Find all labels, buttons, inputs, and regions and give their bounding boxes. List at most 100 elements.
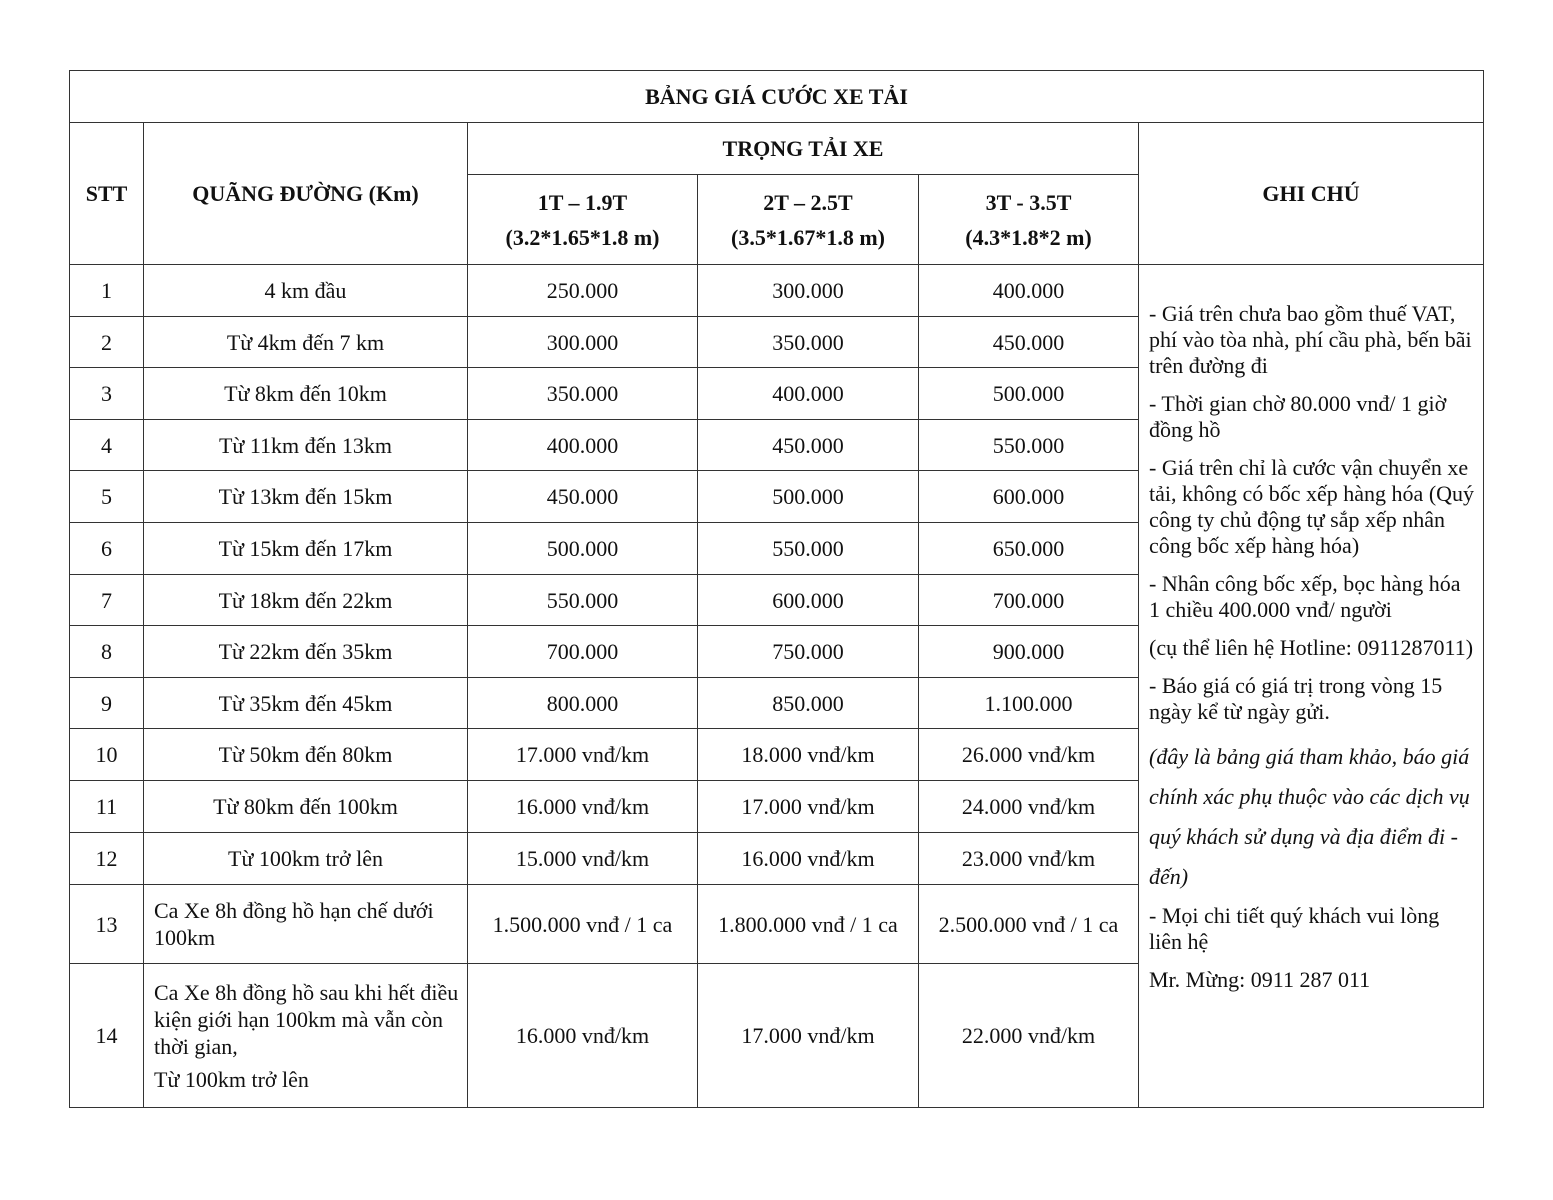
table-row: 6 Từ 15km đến 17km 500.000 550.000 650.000: [69, 522, 1484, 575]
note-item: - Giá trên chưa bao gồm thuế VAT, phí và…: [1149, 301, 1472, 378]
header-capacity: TRỌNG TẢI XE: [467, 122, 1139, 175]
price-cell: 550.000: [697, 522, 919, 575]
table-row: 13 Ca Xe 8h đồng hồ hạn chế dưới 100km 1.5…: [69, 884, 1484, 964]
price-cell: 500.000: [918, 367, 1139, 420]
price-cell: 650.000: [918, 522, 1139, 575]
price-cell: 550.000: [467, 574, 698, 626]
stt-cell: 11: [69, 780, 144, 833]
distance-cell: 4 km đầu: [143, 264, 468, 317]
table-row: 14 Ca Xe 8h đồng hồ sau khi hết điều kiện…: [69, 963, 1484, 1108]
table-row: 8 Từ 22km đến 35km 700.000 750.000 900.000: [69, 625, 1484, 678]
price-cell: 400.000: [918, 264, 1139, 317]
distance-cell: Từ 18km đến 22km: [143, 574, 468, 626]
price-cell: 850.000: [697, 677, 919, 729]
price-cell: 350.000: [697, 316, 919, 368]
distance-cell: Từ 15km đến 17km: [143, 522, 468, 575]
truck-load: 1T – 1.9T: [537, 189, 628, 215]
price-cell: 17.000 vnđ/km: [697, 780, 919, 833]
truck-size: (4.3*1.8*2 m): [965, 224, 1092, 250]
price-cell: 600.000: [697, 574, 919, 626]
price-cell: 16.000 vnđ/km: [697, 832, 919, 885]
price-cell: 17.000 vnđ/km: [467, 728, 698, 781]
price-cell: 700.000: [918, 574, 1139, 626]
price-cell: 350.000: [467, 367, 698, 420]
price-table: BẢNG GIÁ CƯỚC XE TẢI STT QUÃNG ĐƯỜNG (Km…: [69, 70, 1484, 1108]
distance-text: Từ 15km đến 17km: [218, 536, 393, 561]
notes-cell: - Giá trên chưa bao gồm thuế VAT, phí và…: [1138, 264, 1484, 1108]
distance-text: Từ 100km trở lên: [228, 846, 383, 871]
note-item: Mr. Mừng: 0911 287 011: [1149, 967, 1371, 992]
header-truck-1: 1T – 1.9T (3.2*1.65*1.8 m): [467, 174, 698, 265]
price-cell: 22.000 vnđ/km: [918, 963, 1139, 1108]
distance-cell: Ca Xe 8h đồng hồ sau khi hết điều kiện g…: [143, 963, 468, 1108]
header-distance: QUÃNG ĐƯỜNG (Km): [143, 122, 468, 265]
price-cell: 750.000: [697, 625, 919, 678]
price-cell: 18.000 vnđ/km: [697, 728, 919, 781]
table-row: 11 Từ 80km đến 100km 16.000 vnđ/km 17.000 v…: [69, 780, 1484, 833]
price-cell: 1.800.000 vnđ / 1 ca: [697, 884, 919, 964]
distance-cell: Từ 4km đến 7 km: [143, 316, 468, 368]
price-cell: 15.000 vnđ/km: [467, 832, 698, 885]
distance-text: Ca Xe 8h đồng hồ hạn chế dưới 100km: [154, 898, 434, 950]
price-cell: 600.000: [918, 470, 1139, 523]
distance-text: Từ 35km đến 45km: [218, 690, 393, 716]
distance-text: Ca Xe 8h đồng hồ sau khi hết điều kiện g…: [154, 979, 459, 1059]
distance-text: Từ 80km đến 100km: [213, 794, 398, 819]
price-cell: 550.000: [918, 419, 1139, 471]
price-cell: 700.000: [467, 625, 698, 678]
table-row: 12 Từ 100km trở lên 15.000 vnđ/km 16.000 vn…: [69, 832, 1484, 885]
distance-extra: Từ 100km trở lên: [154, 1066, 309, 1092]
price-cell: 24.000 vnđ/km: [918, 780, 1139, 833]
price-cell: 400.000: [467, 419, 698, 471]
header-notes: GHI CHÚ: [1138, 122, 1484, 265]
price-cell: 400.000: [697, 367, 919, 420]
distance-text: 4 km đầu: [264, 278, 347, 303]
price-cell: 16.000 vnđ/km: [467, 963, 698, 1108]
note-item: (đây là bảng giá tham khảo, báo giá chín…: [1149, 744, 1470, 889]
stt-cell: 9: [69, 677, 144, 729]
price-cell: 2.500.000 vnđ / 1 ca: [918, 884, 1139, 964]
table-row: 9 Từ 35km đến 45km 800.000 850.000 1.100.000: [69, 677, 1484, 729]
distance-cell: Từ 100km trở lên: [143, 832, 468, 885]
stt-cell: 1: [69, 264, 144, 317]
price-cell: 1.500.000 vnđ / 1 ca: [467, 884, 698, 964]
price-cell: 16.000 vnđ/km: [467, 780, 698, 833]
truck-load: 3T - 3.5T: [985, 189, 1072, 215]
note-item: - Mọi chi tiết quý khách vui lòng liên h…: [1149, 903, 1440, 954]
distance-text: Từ 13km đến 15km: [218, 484, 393, 509]
distance-cell: Từ 8km đến 10km: [143, 367, 468, 420]
truck-size: (3.5*1.67*1.8 m): [731, 224, 885, 250]
note-item: - Nhân công bốc xếp, bọc hàng hóa 1 chiề…: [1149, 571, 1461, 622]
stt-cell: 12: [69, 832, 144, 885]
stt-cell: 13: [69, 884, 144, 964]
stt-cell: 7: [69, 574, 144, 626]
table-row: 2 Từ 4km đến 7 km 300.000 350.000 450.000: [69, 316, 1484, 368]
stt-cell: 2: [69, 316, 144, 368]
distance-cell: Từ 22km đến 35km: [143, 625, 468, 678]
price-cell: 500.000: [467, 522, 698, 575]
price-cell: 450.000: [697, 419, 919, 471]
distance-text: Từ 11km đến 13km: [218, 432, 393, 458]
distance-cell: Từ 11km đến 13km: [143, 419, 468, 471]
table-row: 5 Từ 13km đến 15km 450.000 500.000 600.000: [69, 470, 1484, 523]
truck-load: 2T – 2.5T: [763, 189, 853, 215]
distance-text: Từ 18km đến 22km: [218, 587, 393, 613]
price-cell: 800.000: [467, 677, 698, 729]
stt-cell: 10: [69, 728, 144, 781]
price-cell: 300.000: [467, 316, 698, 368]
distance-cell: Từ 80km đến 100km: [143, 780, 468, 833]
price-cell: 250.000: [467, 264, 698, 317]
distance-text: Từ 8km đến 10km: [224, 381, 387, 406]
distance-cell: Từ 50km đến 80km: [143, 728, 468, 781]
price-cell: 300.000: [697, 264, 919, 317]
price-cell: 23.000 vnđ/km: [918, 832, 1139, 885]
header-stt: STT: [69, 122, 144, 265]
distance-cell: Từ 13km đến 15km: [143, 470, 468, 523]
price-cell: 450.000: [467, 470, 698, 523]
table-row: 4 Từ 11km đến 13km 400.000 450.000 550.000: [69, 419, 1484, 471]
distance-text: Từ 22km đến 35km: [218, 639, 393, 664]
distance-text: Từ 50km đến 80km: [218, 742, 393, 767]
stt-cell: 5: [69, 470, 144, 523]
price-cell: 500.000: [697, 470, 919, 523]
